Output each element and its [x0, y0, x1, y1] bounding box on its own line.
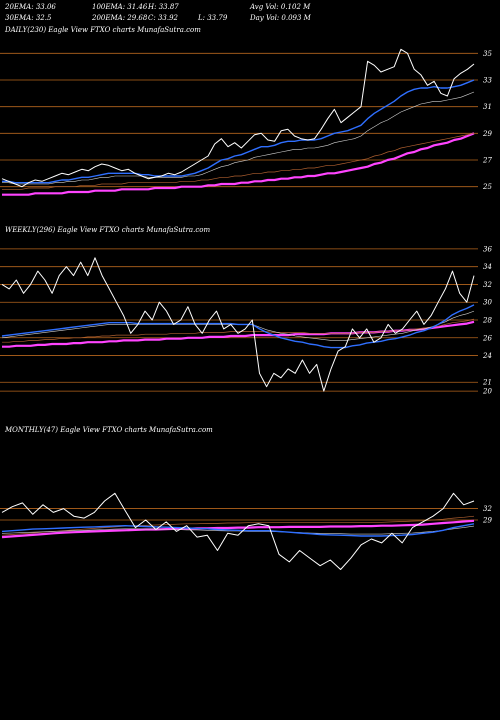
daily-y-tick-label: 33: [483, 77, 492, 85]
daily-series-100ema: [2, 132, 475, 190]
stat-200ema: 200EMA: 29.68: [92, 14, 148, 22]
monthly-series-20ema: [1, 523, 475, 537]
weekly-y-tick-label: 34: [483, 263, 492, 271]
monthly-y-tick-label: 29: [482, 517, 492, 525]
weekly-series-200ema: [2, 320, 475, 348]
stat-day-vol: Day Vol: 0.093 M: [250, 14, 311, 22]
weekly-y-tick-label: 36: [483, 245, 492, 253]
weekly-series-price: [1, 257, 475, 392]
monthly-panel-title: MONTHLY(47) Eagle View FTXO charts Munaf…: [5, 426, 213, 434]
weekly-series-100ema: [2, 318, 475, 343]
weekly-y-tick-label: 21: [482, 379, 492, 387]
daily-y-tick-label: 31: [483, 103, 492, 111]
stat-high: H: 33.87: [148, 3, 179, 11]
daily-series-30ema: [2, 91, 475, 185]
weekly-y-tick-label: 24: [482, 352, 492, 360]
daily-y-tick-label: 35: [483, 50, 492, 58]
weekly-y-tick-label: 28: [482, 317, 492, 325]
stat-30ema: 30EMA: 32.5: [5, 14, 52, 22]
weekly-y-tick-label: 26: [482, 334, 492, 342]
stat-20ema: 20EMA: 33.06: [5, 3, 56, 11]
weekly-y-tick-label: 32: [483, 281, 492, 289]
weekly-panel-title: WEEKLY(296) Eagle View FTXO charts Munaf…: [5, 226, 211, 234]
stat-close: C: 33.92: [148, 14, 178, 22]
daily-y-tick-label: 29: [482, 130, 492, 138]
stat-100ema: 100EMA: 31.46: [92, 3, 148, 11]
monthly-y-tick-label: 32: [483, 505, 492, 513]
daily-series-20ema: [2, 79, 475, 184]
weekly-y-tick-label: 20: [482, 388, 492, 396]
monthly-series-price: [1, 492, 475, 570]
daily-y-tick-label: 27: [482, 157, 492, 165]
stat-avg-vol: Avg Vol: 0.102 M: [250, 3, 311, 11]
daily-panel-title: DAILY(230) Eagle View FTXO charts Munafa…: [5, 26, 201, 34]
monthly-series-200ema: [1, 519, 475, 539]
weekly-series-20ema: [1, 304, 475, 349]
daily-series-price: [1, 48, 475, 188]
daily-y-tick-label: 25: [482, 183, 492, 191]
weekly-y-tick-label: 30: [483, 299, 492, 307]
stat-low: L: 33.79: [198, 14, 228, 22]
monthly-series-100ema: [1, 515, 475, 536]
daily-series-200ema: [2, 132, 475, 196]
